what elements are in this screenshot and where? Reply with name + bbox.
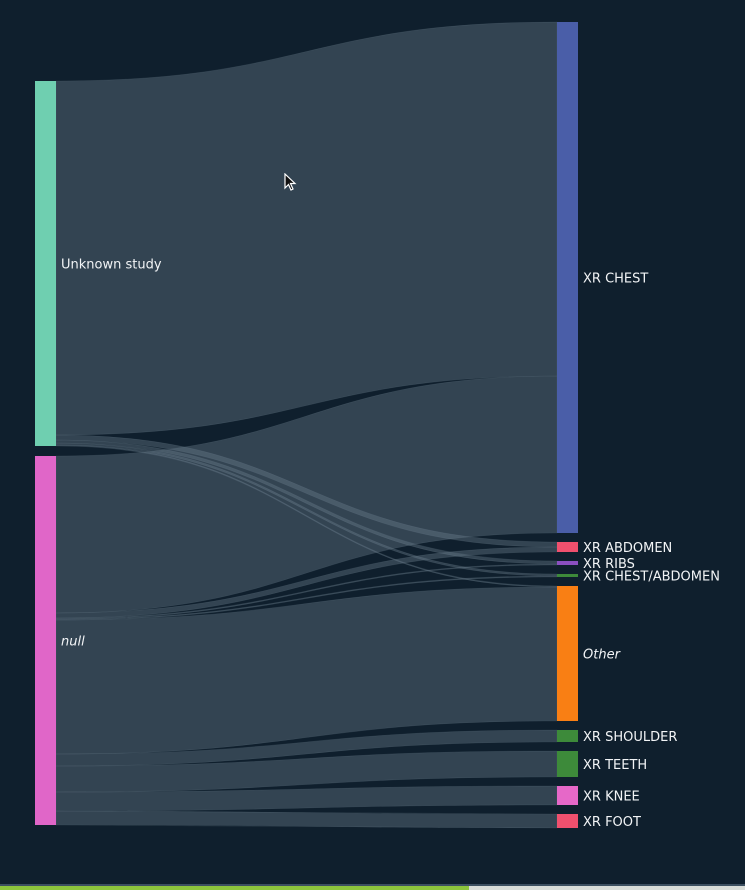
node-label-xr-ribs: XR RIBS <box>583 557 635 572</box>
node-xr-chest[interactable] <box>557 22 578 533</box>
node-label-unknown-study: Unknown study <box>61 258 162 273</box>
node-null[interactable] <box>35 456 56 825</box>
node-xr-chest-abdomen[interactable] <box>557 574 578 577</box>
node-xr-abdomen[interactable] <box>557 542 578 552</box>
node-label-xr-chest: XR CHEST <box>583 272 648 287</box>
node-label-xr-abdomen: XR ABDOMEN <box>583 541 672 556</box>
node-label-xr-foot: XR FOOT <box>583 815 641 830</box>
node-xr-knee[interactable] <box>557 786 578 805</box>
node-xr-teeth[interactable] <box>557 751 578 777</box>
progress-bar-fill <box>0 886 470 890</box>
node-label-xr-teeth: XR TEETH <box>583 758 647 773</box>
link-unknown-study-to-xr-chest[interactable] <box>55 21 558 436</box>
mouse-cursor-icon <box>284 173 297 191</box>
node-label-xr-knee: XR KNEE <box>583 790 640 805</box>
node-label-xr-chest-abdomen: XR CHEST/ABDOMEN <box>583 570 720 585</box>
node-xr-shoulder[interactable] <box>557 730 578 742</box>
link-null-to-xr-foot[interactable] <box>55 810 558 829</box>
node-label-null: null <box>61 635 85 650</box>
node-label-other: Other <box>583 648 622 663</box>
node-xr-foot[interactable] <box>557 814 578 828</box>
node-xr-ribs[interactable] <box>557 561 578 565</box>
node-unknown-study[interactable] <box>35 81 56 446</box>
node-label-xr-shoulder: XR SHOULDER <box>583 730 677 745</box>
progress-bar <box>0 884 745 890</box>
node-other[interactable] <box>557 586 578 721</box>
